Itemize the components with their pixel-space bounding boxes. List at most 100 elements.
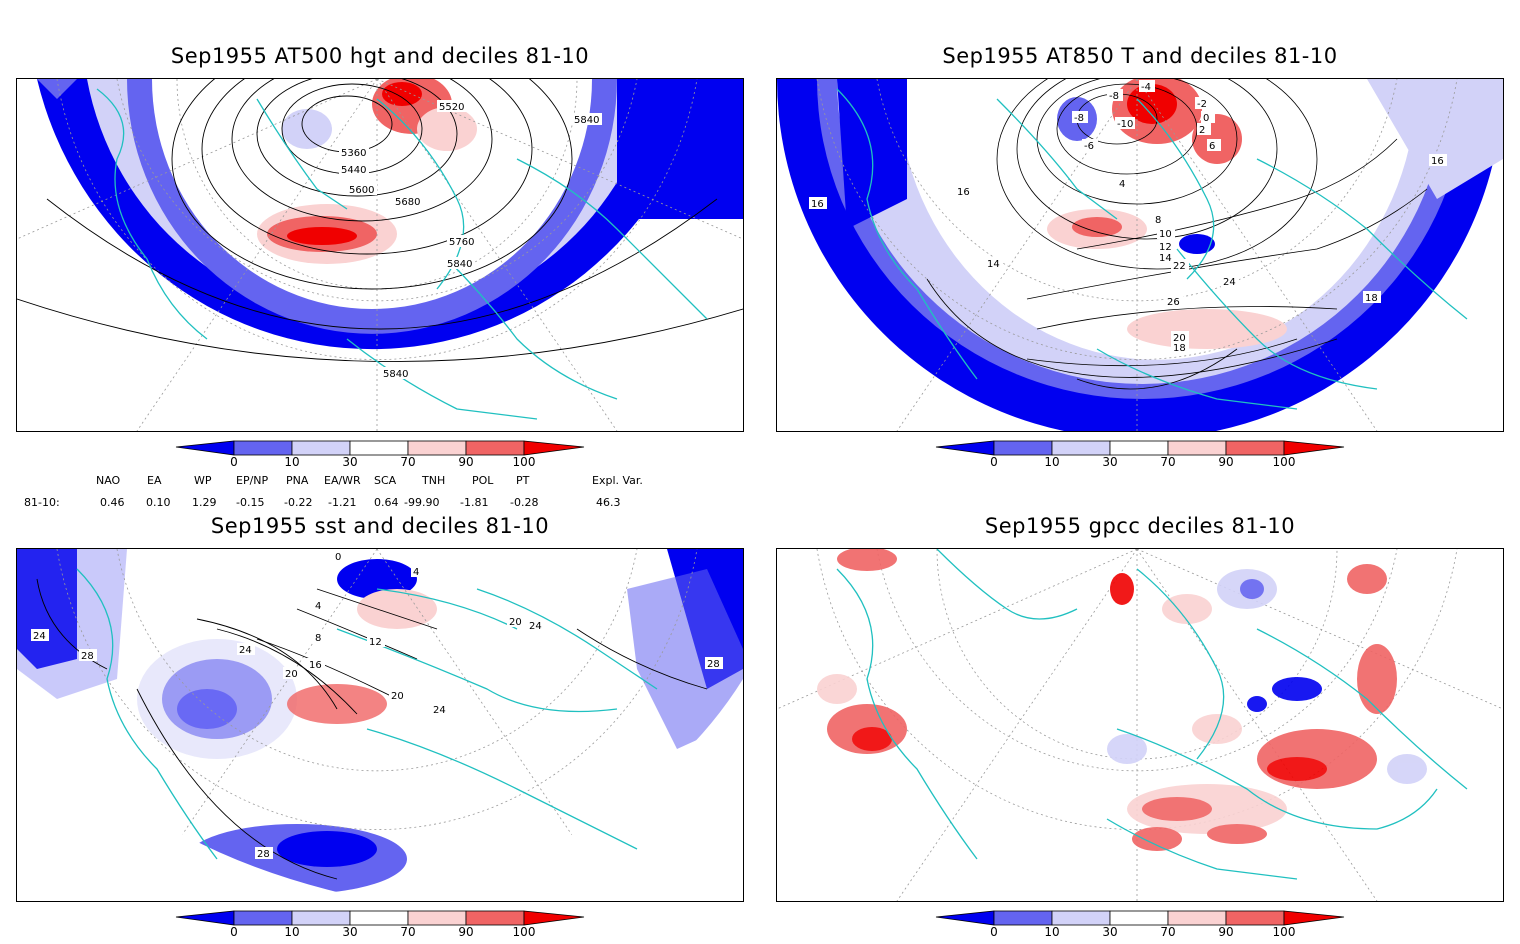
contour-label: 28 [81, 651, 94, 662]
contour-label: 4 [1119, 179, 1125, 190]
contour-label: 5360 [341, 148, 366, 159]
index-header: WP [194, 474, 212, 487]
contour-label: 16 [957, 187, 970, 198]
colorbar-label: 10 [284, 925, 300, 939]
panel-title-t850: Sep1955 AT850 T and deciles 81-10 [942, 44, 1338, 68]
colorbar-swatches [935, 910, 1345, 926]
colorbar-bin [1283, 910, 1345, 926]
contour-label: 6 [1209, 141, 1215, 152]
contour-label: 24 [1223, 277, 1236, 288]
colorbar-swatches [175, 440, 585, 456]
colorbar-bin [175, 910, 235, 926]
map-gpcc-svg [777, 549, 1503, 901]
index-header: SCA [374, 474, 397, 487]
contour-label: 5840 [447, 259, 472, 270]
contour-label: 12 [1159, 242, 1172, 253]
map-t850-svg: -4 -8 -10 -8 -6 -2 0 2 4 6 8 10 12 14 16… [777, 79, 1503, 431]
contour-label: 4 [413, 567, 419, 578]
colorbar-bin [1109, 440, 1169, 456]
contour-label: 5440 [341, 165, 366, 176]
contour-label: 28 [257, 849, 270, 860]
index-header: TNH [422, 474, 446, 487]
map-t850: -4 -8 -10 -8 -6 -2 0 2 4 6 8 10 12 14 16… [776, 78, 1504, 432]
index-value: -0.22 [284, 496, 313, 509]
contour-label: 16 [811, 199, 824, 210]
contour-label: 18 [1173, 343, 1186, 354]
contour-label: 5840 [574, 115, 599, 126]
index-value: -99.90 [404, 496, 440, 509]
t850-contour-labels: -4 -8 -10 -8 -6 -2 0 2 4 6 8 10 12 14 16… [809, 80, 1447, 354]
contour-label: 5840 [383, 369, 408, 380]
map-gpcc [776, 548, 1504, 902]
contour-label: 4 [315, 601, 321, 612]
index-row-label: 81-10: [24, 496, 60, 509]
contour-label: 0 [1203, 113, 1209, 124]
index-header: EA/WR [324, 474, 361, 487]
colorbar-bin [993, 440, 1053, 456]
colorbar-label: 30 [342, 925, 358, 939]
colorbar-bin [1167, 910, 1227, 926]
colorbar-bin [407, 440, 467, 456]
colorbar-label: 0 [230, 925, 238, 939]
colorbar-bin [349, 440, 409, 456]
colorbar-label: 90 [1218, 455, 1234, 469]
contour-label: 24 [433, 705, 446, 716]
sst-contour-labels: 0 4 4 8 12 16 20 24 20 24 28 24 28 28 20… [31, 550, 723, 860]
colorbar-swatches [175, 910, 585, 926]
panel-title-hgt500: Sep1955 AT500 hgt and deciles 81-10 [170, 44, 590, 68]
contour-label: 28 [707, 659, 720, 670]
colorbar-label: 70 [1160, 925, 1176, 939]
colorbar-bin [233, 910, 293, 926]
colorbar-label: 100 [512, 455, 536, 469]
colorbar-bin [935, 910, 995, 926]
contour-label: 10 [1159, 229, 1172, 240]
contour-label: 8 [1155, 215, 1161, 226]
contour-label: 20 [285, 669, 298, 680]
index-value: 0.10 [146, 496, 171, 509]
colorbar-bin [1225, 440, 1285, 456]
index-value: 0.46 [100, 496, 125, 509]
colorbar-label: 0 [230, 455, 238, 469]
contour-label: 5760 [449, 237, 474, 248]
colorbar-label: 0 [990, 455, 998, 469]
contour-label: 22 [1173, 261, 1186, 272]
colorbar-bin [1225, 910, 1285, 926]
colorbar-label: 30 [342, 455, 358, 469]
contour-label: 24 [33, 631, 46, 642]
colorbar-swatches [935, 440, 1345, 456]
colorbar-bin [465, 910, 525, 926]
colorbar-bin [233, 440, 293, 456]
contour-label: 5520 [439, 102, 464, 113]
contour-label: 0 [335, 552, 341, 563]
contour-label: 20 [509, 617, 522, 628]
colorbar-bin [291, 440, 351, 456]
contour-label: 24 [529, 621, 542, 632]
contour-label: 20 [1173, 333, 1186, 344]
colorbar-bin [291, 910, 351, 926]
contour-label: 16 [1431, 156, 1444, 167]
colorbar-bin [1051, 910, 1111, 926]
colorbar-bin [935, 440, 995, 456]
contour-label: 24 [239, 645, 252, 656]
index-header: EA [147, 474, 162, 487]
map-sst-svg: 0 4 4 8 12 16 20 24 20 24 28 24 28 28 20… [17, 549, 743, 901]
colorbar-label: 0 [990, 925, 998, 939]
colorbar-bin [465, 440, 525, 456]
index-header: PNA [286, 474, 309, 487]
contour-label: 5680 [395, 197, 420, 208]
colorbar-label: 100 [512, 925, 536, 939]
contour-label: 2 [1199, 125, 1205, 136]
colorbar-bin [175, 440, 235, 456]
colorbar-bin [993, 910, 1053, 926]
colorbar-label: 70 [400, 925, 416, 939]
hgt500-contour-labels: 5520 5840 5360 5440 5600 5680 5760 5840 … [339, 100, 602, 380]
colorbar-label: 30 [1102, 925, 1118, 939]
colorbar-bin [523, 440, 585, 456]
colorbar-label: 90 [458, 925, 474, 939]
contour-label: 14 [987, 259, 1000, 270]
map-hgt500-svg: 5520 5840 5360 5440 5600 5680 5760 5840 … [17, 79, 743, 431]
index-value: -0.28 [510, 496, 539, 509]
contour-label: 8 [315, 633, 321, 644]
colorbar-label: 10 [1044, 925, 1060, 939]
contour-label: 12 [369, 637, 382, 648]
